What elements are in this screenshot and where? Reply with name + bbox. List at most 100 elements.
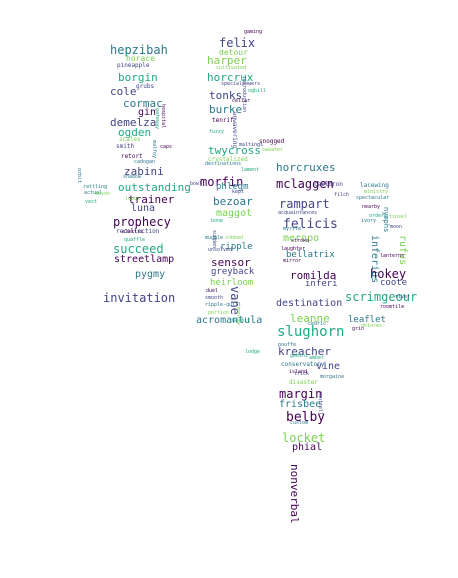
cloud-word: hospital (160, 104, 166, 129)
cloud-word: ripple-quill (205, 302, 242, 308)
cloud-word: rampart (279, 197, 330, 211)
cloud-word: outstanding (118, 181, 191, 194)
cloud-word: portion (208, 310, 230, 316)
cloud-word: introduction (241, 76, 247, 113)
cloud-word: mirror (283, 258, 302, 264)
cloud-word: custom (290, 420, 309, 426)
cloud-word: vest (85, 199, 98, 205)
cloud-word: maltings (239, 142, 264, 148)
cloud-word: vane (228, 286, 242, 315)
cloud-word: meropo (283, 233, 320, 244)
cloud-word: luna (131, 203, 156, 214)
cloud-word: nonverbal (288, 464, 301, 524)
cloud-word: mclaggen (276, 177, 334, 191)
cloud-word: ogden (118, 126, 152, 139)
cloud-word: lacewing (360, 182, 389, 189)
cloud-word: recollection (116, 228, 160, 235)
cloud-word: margin (279, 387, 323, 401)
cloud-word: leanne (290, 312, 330, 325)
cloud-word: snogged (259, 138, 285, 145)
cloud-word: myrtle (283, 226, 302, 232)
cloud-word: phlegm (216, 182, 249, 192)
cloud-word: disaster (289, 379, 318, 386)
cloud-word: moon (390, 224, 403, 230)
cloud-word: caps (160, 144, 173, 150)
cloud-word: duel (206, 288, 219, 294)
cloud-word: amber (309, 355, 325, 361)
cloud-word: trainer (128, 193, 175, 206)
cloud-word: invitation (103, 291, 176, 305)
cloud-word: cultivated (216, 65, 247, 71)
cloud-word: burke (209, 103, 243, 116)
cloud-word: gateway (154, 108, 160, 130)
cloud-word: sudden (211, 230, 217, 249)
cloud-word: hepzibah (110, 43, 168, 57)
cloud-word: river (395, 294, 411, 300)
cloud-word: cellar (232, 98, 251, 104)
cloud-word: unsolved (208, 247, 233, 253)
cloud-word: quaffle (124, 237, 146, 243)
cloud-word: laughter (281, 246, 306, 252)
cloud-word: destinations (205, 161, 242, 167)
cloud-word: specialpowers (221, 81, 261, 87)
cloud-word: kreacher (278, 345, 331, 358)
cloud-word: hermit (232, 318, 251, 324)
cloud-word: destination (276, 298, 343, 309)
cloud-word: detour (219, 48, 248, 57)
cloud-word: island (289, 369, 308, 375)
cloud-word: lupus (125, 196, 141, 202)
cloud-word: gin (138, 107, 157, 118)
cloud-word: bellatrix (286, 250, 335, 260)
cloud-word: actual (84, 190, 103, 196)
cloud-word: phial (292, 442, 323, 453)
cloud-word: greyback (211, 267, 255, 277)
cloud-word: elektri (122, 229, 144, 235)
cloud-word: zabini (124, 165, 164, 178)
cloud-word: slughorn (277, 324, 345, 340)
cloud-word: nymphs (382, 207, 390, 233)
cloud-word: tinsel (389, 214, 408, 220)
cloud-word: tenrif (212, 117, 234, 124)
cloud-word: unwavering (231, 112, 238, 149)
cloud-word: romilda (290, 269, 337, 282)
cloud-word: cadogan (134, 159, 156, 165)
cloud-word: lanterns (380, 253, 405, 259)
cloud-word: bezoar (213, 195, 253, 208)
cloud-word: leaflet (348, 315, 386, 325)
cloud-word: stroke (291, 238, 310, 244)
cloud-word: mantle (235, 307, 241, 326)
cloud-word: pineapple (117, 62, 150, 69)
cloud-word: orders (369, 213, 388, 219)
cloud-word: devon (95, 191, 111, 197)
cloud-word: conservatory (281, 361, 325, 368)
cloud-word: crystalized (208, 156, 248, 163)
cloud-word: harper (207, 54, 247, 67)
cloud-word: trick (294, 371, 310, 377)
cloud-word: cantrell (317, 391, 323, 416)
cloud-word: acquaintances (278, 210, 318, 216)
cloud-word: smooth (205, 295, 224, 301)
cloud-word: gaming (244, 29, 263, 35)
cloud-word: twycross (208, 144, 261, 157)
cloud-word: sweater (262, 147, 284, 153)
cloud-word: malfoy (151, 140, 157, 159)
cloud-word: felicis (283, 217, 338, 232)
cloud-word: coote (380, 278, 408, 288)
cloud-word: orbit (76, 168, 82, 184)
cloud-word: frisbee (279, 399, 322, 410)
cloud-word: acromantula (196, 315, 263, 326)
cloud-word: kept (232, 189, 245, 195)
cloud-word: cole (110, 85, 137, 98)
cloud-word: inferius (369, 235, 380, 284)
cloud-word: muggle (205, 235, 224, 241)
cloud-word: locket (282, 431, 326, 445)
cloud-word: hokey (370, 267, 407, 281)
cloud-word: lament (241, 167, 260, 173)
cloud-word: morfin (200, 175, 244, 189)
cloud-word: scales (119, 136, 141, 143)
cloud-word: maggot (216, 208, 253, 219)
cloud-word: cedric (308, 321, 327, 327)
cloud-word: demelza (110, 116, 157, 129)
cloud-word: streetlamp (114, 254, 175, 265)
